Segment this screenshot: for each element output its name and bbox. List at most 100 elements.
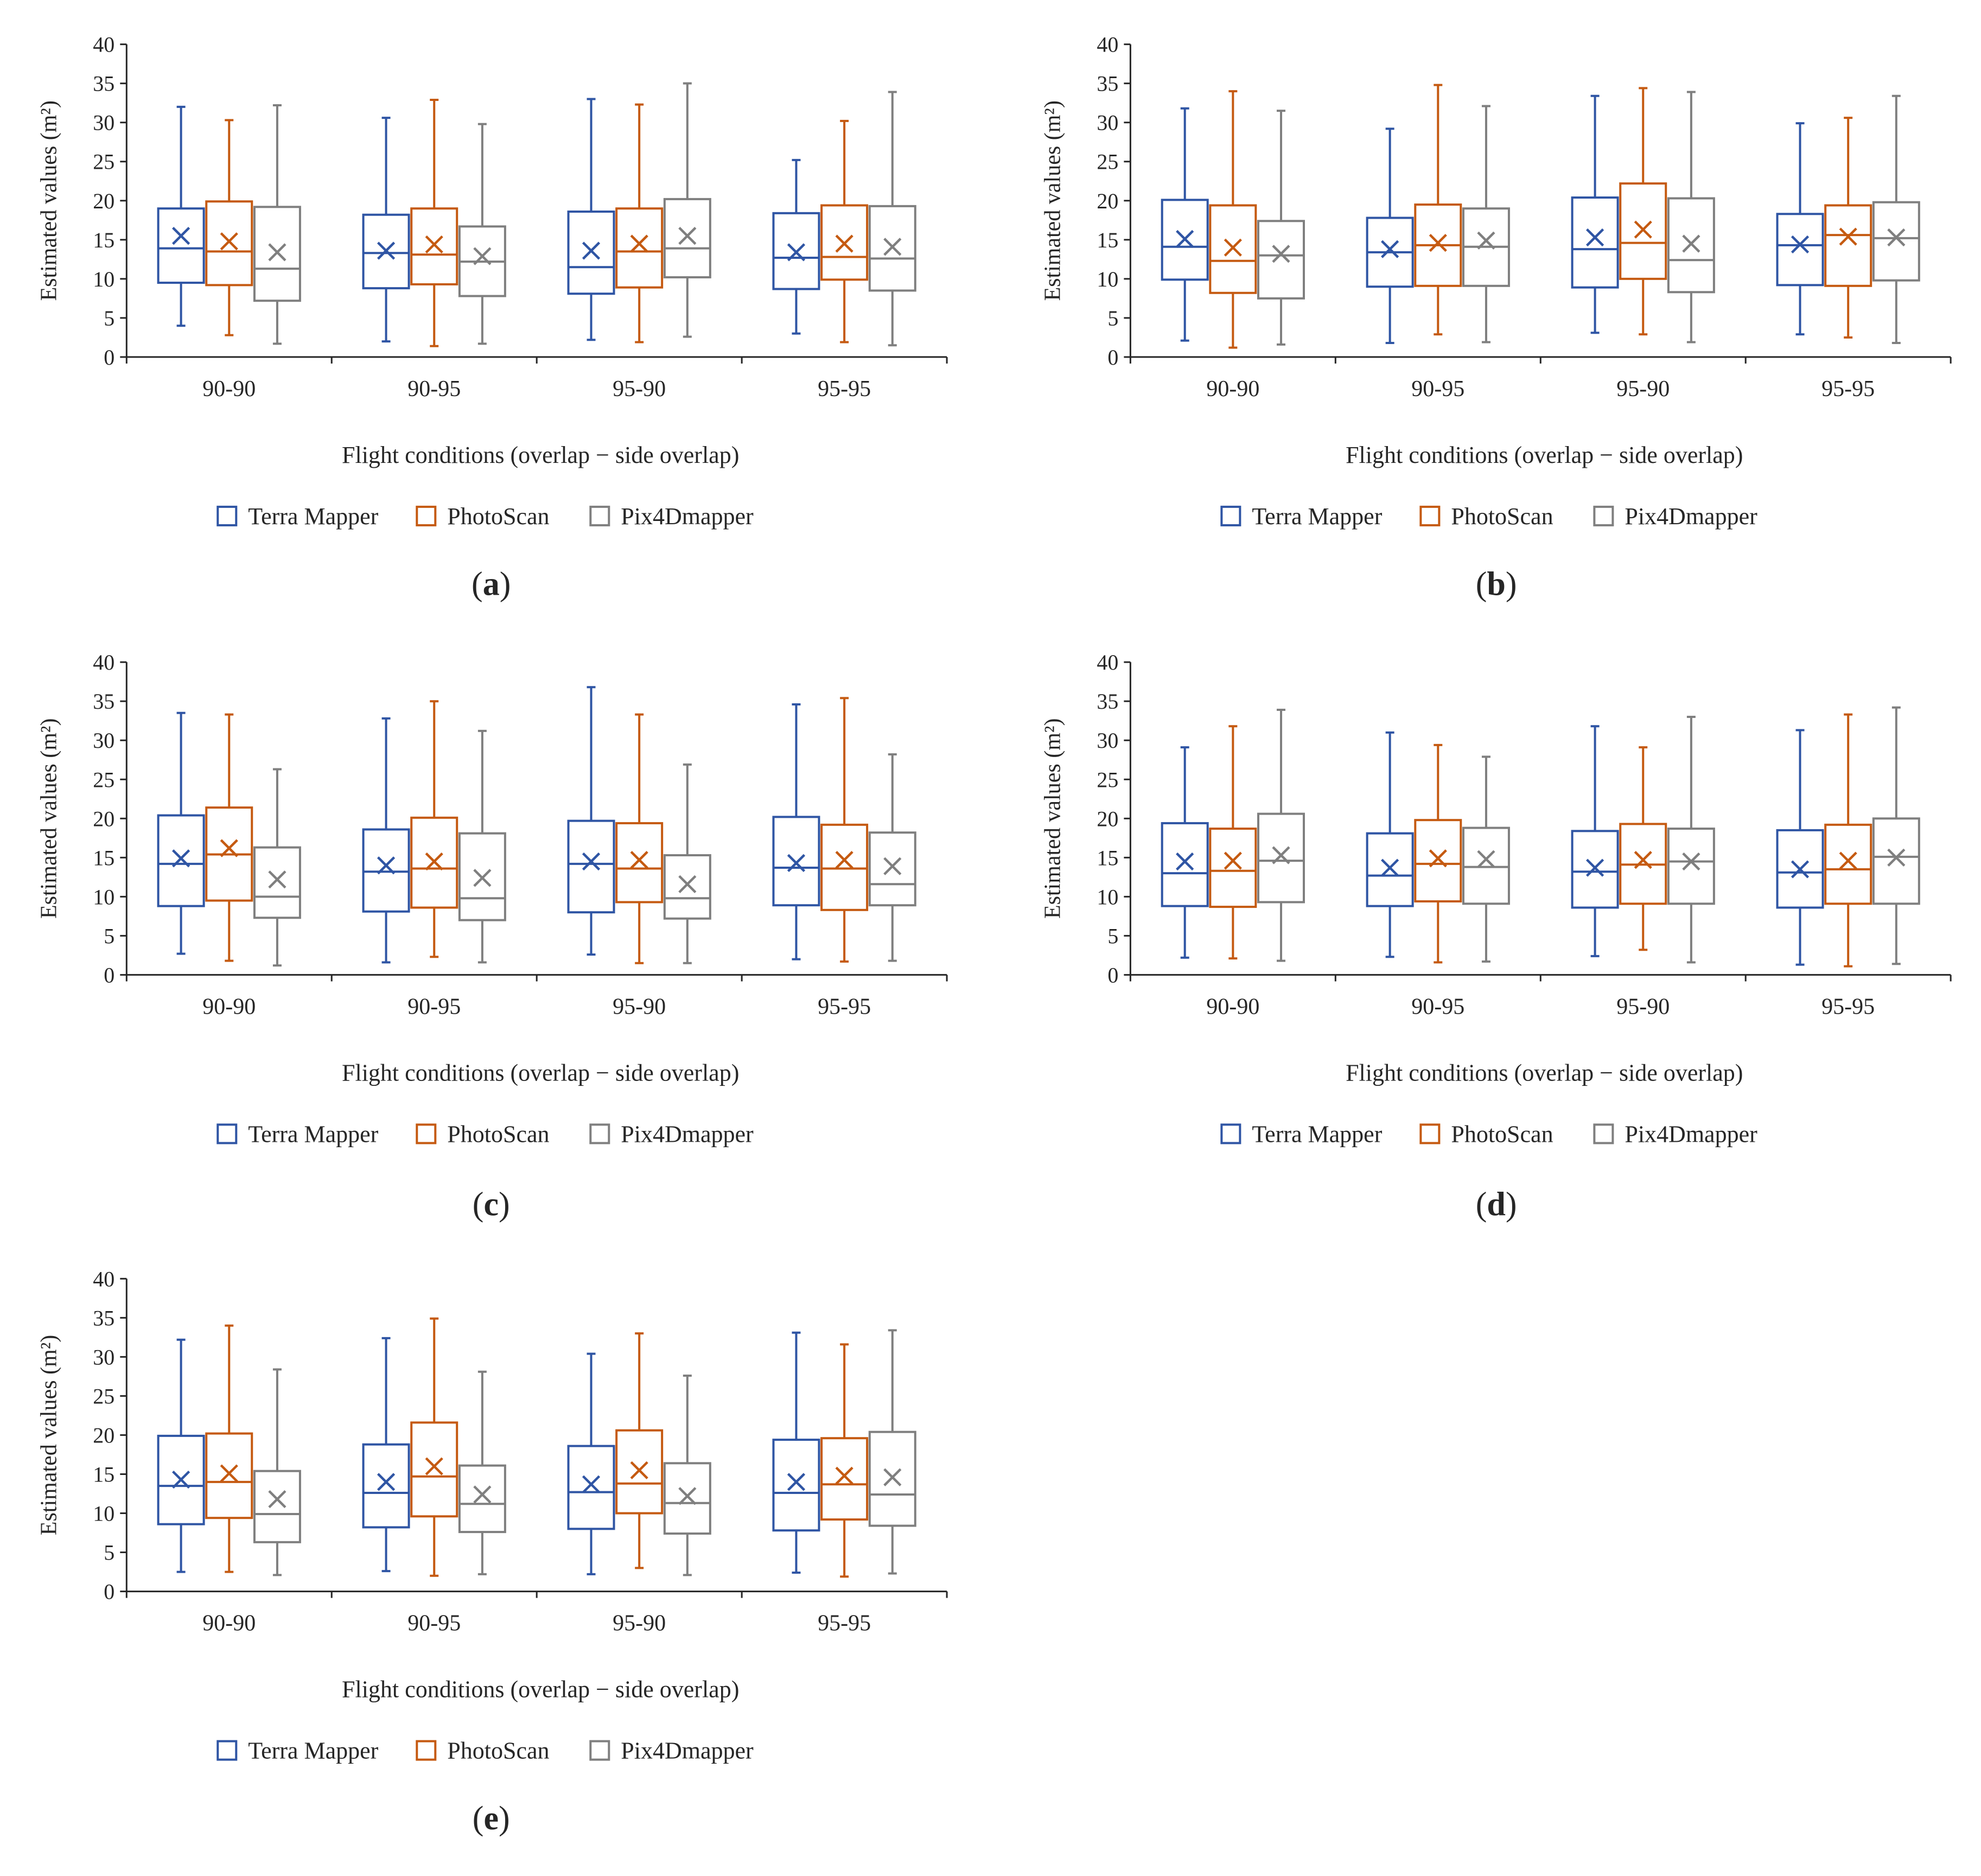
mean-marker xyxy=(582,241,601,260)
box-terra-mapper xyxy=(772,158,820,335)
mean-marker xyxy=(630,1461,648,1479)
box-iqr xyxy=(1776,213,1824,287)
box-terra-mapper xyxy=(362,1337,410,1573)
box-iqr xyxy=(1366,832,1414,907)
mean-marker xyxy=(883,857,902,875)
box-iqr xyxy=(868,831,916,907)
legend-item: Terra Mapper xyxy=(1220,503,1383,530)
box-photoscan xyxy=(1414,84,1462,336)
legend-swatch xyxy=(589,505,610,526)
legend-label: Pix4Dmapper xyxy=(621,1738,754,1764)
mean-marker xyxy=(835,234,853,253)
y-tick-label: 0 xyxy=(104,1580,114,1604)
box-terra-mapper xyxy=(1571,94,1619,334)
y-tick-label: 20 xyxy=(1097,189,1118,213)
y-tick-label: 35 xyxy=(1097,689,1118,714)
box-pix4dmapper xyxy=(663,82,711,338)
mean-marker xyxy=(678,227,697,245)
y-tick-label: 25 xyxy=(1097,150,1118,174)
x-tick-label: 95-95 xyxy=(818,377,871,402)
y-axis-label: Estimated values (m²) xyxy=(36,100,61,301)
x-tick-label: 90-95 xyxy=(1411,377,1464,402)
panel-tag: (c) xyxy=(473,1186,510,1223)
box-photoscan xyxy=(410,1317,458,1577)
box-photoscan xyxy=(615,1332,664,1569)
y-tick-label: 5 xyxy=(104,924,114,948)
box-iqr xyxy=(1824,204,1872,287)
legend-swatch xyxy=(1419,505,1441,526)
y-tick-label: 35 xyxy=(1097,72,1118,96)
y-tick-label: 10 xyxy=(1097,267,1118,291)
box-pix4dmapper xyxy=(1667,91,1715,344)
x-axis-label: Flight conditions (overlap − side overla… xyxy=(1346,1059,1743,1086)
box-photoscan xyxy=(615,713,664,964)
x-axis-label: Flight conditions (overlap − side overla… xyxy=(1346,442,1743,468)
box-photoscan xyxy=(1619,87,1667,336)
box-photoscan xyxy=(1824,117,1872,339)
mean-marker xyxy=(1887,848,1906,867)
box-terra-mapper xyxy=(1776,729,1824,966)
box-iqr xyxy=(1872,201,1920,282)
x-axis-label: Flight conditions (overlap − side overla… xyxy=(342,1059,739,1086)
box-terra-mapper xyxy=(567,686,615,956)
box-photoscan xyxy=(205,1324,253,1573)
x-tick-label: 90-90 xyxy=(1206,377,1259,402)
legend-swatch xyxy=(416,1740,437,1761)
legend-swatch xyxy=(589,1123,610,1144)
box-photoscan xyxy=(1824,713,1872,968)
box-terra-mapper xyxy=(1571,725,1619,957)
box-iqr xyxy=(253,846,301,919)
box-pix4dmapper xyxy=(1257,110,1305,346)
y-tick-label: 25 xyxy=(93,150,114,174)
y-tick-label: 10 xyxy=(93,267,114,291)
y-tick-label: 30 xyxy=(1097,728,1118,753)
y-tick-label: 30 xyxy=(93,1345,114,1369)
box-iqr xyxy=(410,1421,458,1518)
box-iqr xyxy=(1824,823,1872,905)
y-tick-label: 35 xyxy=(93,1306,114,1330)
box-iqr xyxy=(253,1470,301,1543)
mean-marker xyxy=(582,852,601,871)
box-photoscan xyxy=(820,1343,869,1578)
box-pix4dmapper xyxy=(1667,716,1715,964)
x-tick-label: 95-90 xyxy=(613,1611,666,1636)
box-terra-mapper xyxy=(1366,128,1414,344)
x-tick-label: 90-90 xyxy=(202,994,256,1019)
box-iqr xyxy=(1462,826,1510,905)
mean-marker xyxy=(835,1466,853,1485)
panel-d: 0 5 10 15 20 25 30 35 40 90-90 90-95 95-90 95-95 Esti… xyxy=(1040,650,1952,1223)
y-tick-label: 30 xyxy=(1097,111,1118,135)
box-iqr xyxy=(663,198,711,278)
legend-item: Pix4Dmapper xyxy=(589,503,754,530)
mean-marker xyxy=(268,243,286,262)
legend-item: Terra Mapper xyxy=(216,1121,379,1147)
legend-label: Pix4Dmapper xyxy=(621,503,754,530)
box-photoscan xyxy=(820,119,869,344)
legend-label: PhotoScan xyxy=(447,503,549,530)
mean-marker xyxy=(1381,858,1399,877)
mean-marker xyxy=(582,1475,601,1493)
legend-item: Terra Mapper xyxy=(216,503,379,530)
box-pix4dmapper xyxy=(1462,105,1510,344)
x-tick-label: 95-90 xyxy=(613,377,666,402)
box-terra-mapper xyxy=(567,1352,615,1575)
legend-swatch xyxy=(1220,505,1241,526)
box-photoscan xyxy=(1209,725,1257,960)
box-iqr xyxy=(1161,199,1209,281)
y-tick-label: 15 xyxy=(93,845,114,870)
mean-marker xyxy=(1224,238,1242,257)
mean-marker xyxy=(787,243,806,262)
legend-item: Pix4Dmapper xyxy=(1593,503,1757,530)
y-tick-label: 25 xyxy=(1097,767,1118,792)
y-axis-label: Estimated values (m²) xyxy=(36,1335,61,1536)
box-pix4dmapper xyxy=(458,729,506,964)
box-iqr xyxy=(820,823,869,911)
box-iqr xyxy=(1776,829,1824,909)
box-pix4dmapper xyxy=(1872,706,1920,965)
box-photoscan xyxy=(615,103,664,344)
y-tick-label: 35 xyxy=(93,72,114,96)
y-tick-label: 10 xyxy=(1097,885,1118,909)
x-tick-label: 95-90 xyxy=(613,994,666,1019)
panel-tag: (a) xyxy=(472,566,511,603)
box-terra-mapper xyxy=(1776,122,1824,336)
